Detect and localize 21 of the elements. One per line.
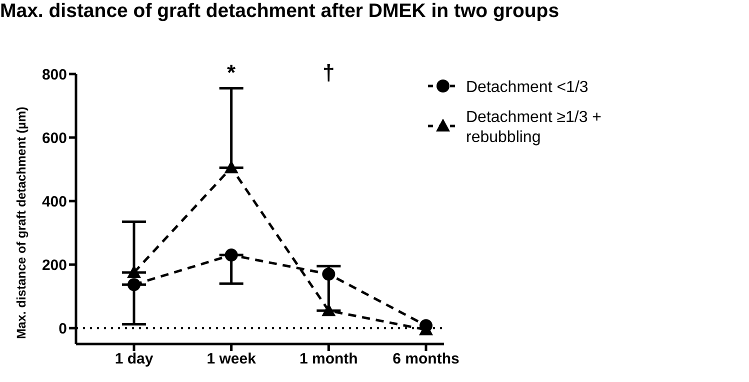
y-tick-label: 400 [42,193,67,210]
point [127,265,141,278]
x-tick-label: 6 months [392,350,460,368]
point [128,278,140,292]
x-tick-label: 1 month [299,350,358,368]
y-tick-label: 800 [42,66,67,84]
y-tick-label: 200 [42,256,67,274]
point [224,248,238,262]
chart-title: Max. distance of graft detachment after DMEK in two groups [0,0,560,23]
y-tick-label: 0 [58,320,67,338]
point [322,303,336,316]
point [224,160,238,174]
legend-label: Detachment ≥1/3 + rebubbling [466,108,603,148]
point [322,268,336,281]
x-tick-label: 1 day [114,350,154,368]
annotation: † [322,60,335,85]
y-axis-title: Max. distance of graft detachment (µm) [14,106,28,339]
x-tick-label: 1 week [206,350,257,368]
y-tick-label: 600 [42,130,67,147]
legend-label: Detachment <1/3 [466,78,588,98]
annotation: * [227,60,236,85]
